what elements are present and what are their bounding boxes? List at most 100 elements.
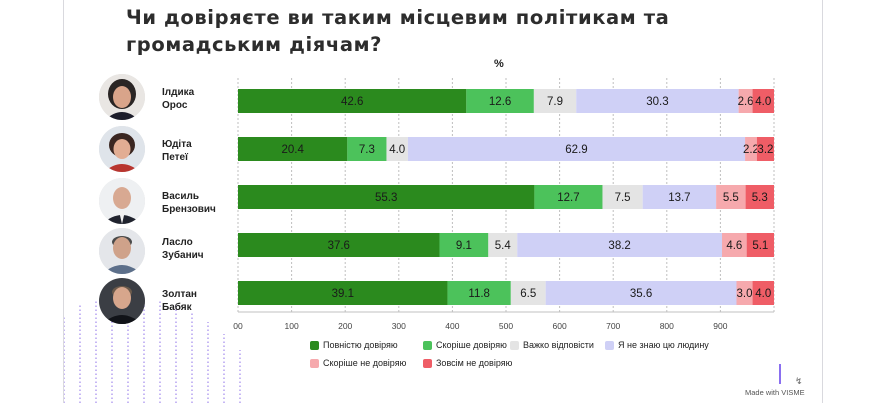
person-name: Ілдика Орос	[162, 86, 234, 112]
data-label: 12.7	[557, 192, 579, 204]
legend-swatch	[605, 340, 614, 350]
bar-segment	[533, 89, 577, 113]
bar-segment	[602, 185, 643, 209]
legend-swatch	[310, 358, 319, 368]
data-label: 42.6	[341, 96, 363, 108]
x-tick-label: 400	[445, 321, 459, 331]
data-label: 5.4	[495, 240, 512, 252]
x-tick-label: 100	[285, 321, 299, 331]
data-label: 5.5	[723, 192, 739, 204]
data-label: 4.0	[755, 288, 771, 300]
legend-label: Важко відповісти	[523, 340, 594, 350]
bar-segment	[716, 185, 746, 209]
x-tick-label: 800	[660, 321, 674, 331]
data-label: 38.2	[608, 240, 630, 252]
bar-segment	[238, 137, 348, 161]
person-first-name: Золтан	[162, 289, 197, 300]
bar-segment	[386, 137, 408, 161]
bar-segment	[752, 89, 774, 113]
data-label: 37.6	[328, 240, 350, 252]
person-first-name: Юдіта	[162, 139, 192, 150]
bar-segment	[439, 233, 489, 257]
person-name: Ласло Зубанич	[162, 236, 234, 262]
legend-item: Я не знаю цю людину	[605, 340, 709, 350]
bar-segment	[488, 233, 518, 257]
bar-segment	[745, 185, 774, 209]
man-bald-avatar	[99, 178, 145, 224]
data-label: 3.0	[737, 288, 753, 300]
visme-accent-bar	[779, 364, 781, 384]
person-first-name: Ілдика	[162, 87, 195, 98]
x-tick-label: 900	[713, 321, 727, 331]
person-name: Василь Брензович	[162, 190, 234, 216]
legend-swatch	[423, 340, 432, 350]
legend-label: Зовсім не довіряю	[436, 358, 513, 368]
bar-segment	[238, 233, 440, 257]
bar-segment	[534, 185, 603, 209]
bar-segment	[238, 89, 467, 113]
legend-item: Повністю довіряю	[310, 340, 398, 350]
data-label: 2.2	[743, 144, 759, 156]
man-short-hair-avatar	[99, 278, 145, 324]
bar-segment	[545, 281, 737, 305]
data-label: 9.1	[456, 240, 472, 252]
person-last-name: Орос	[162, 100, 188, 111]
legend-item: Скоріше не довіряю	[310, 358, 406, 368]
bar-segment	[576, 89, 739, 113]
data-label: 39.1	[332, 288, 354, 300]
x-tick-label: 500	[499, 321, 513, 331]
made-with-label: Made with VISME	[745, 388, 805, 397]
legend-label: Повністю довіряю	[323, 340, 398, 350]
bar-segment	[746, 233, 774, 257]
data-label: 62.9	[565, 144, 587, 156]
right-divider	[822, 0, 823, 403]
legend-swatch	[510, 340, 519, 350]
bar-segment	[745, 137, 757, 161]
chart-title: Чи довіряєте ви таким місцевим політикам…	[126, 6, 670, 56]
data-label: 2.6	[738, 96, 754, 108]
woman-dark-hair-avatar	[99, 74, 145, 120]
person-first-name: Василь	[162, 191, 199, 202]
data-label: 20.4	[281, 144, 304, 156]
data-label: 5.1	[752, 240, 768, 252]
woman-dark-hair-avatar	[99, 126, 145, 172]
data-label: 4.0	[755, 96, 771, 108]
person-last-name: Зубанич	[162, 250, 204, 261]
person-last-name: Брензович	[162, 204, 216, 215]
data-label: 12.6	[489, 96, 511, 108]
data-label: 11.8	[468, 288, 490, 300]
bar-segment	[738, 89, 753, 113]
legend-label: Я не знаю цю людину	[618, 340, 709, 350]
bar-segment	[722, 233, 747, 257]
x-tick-label: 200	[338, 321, 352, 331]
data-label: 6.5	[520, 288, 536, 300]
x-tick-label: 300	[392, 321, 406, 331]
data-label: 5.3	[752, 192, 768, 204]
man-short-hair-avatar	[99, 228, 145, 274]
x-tick-label: 700	[606, 321, 620, 331]
share-icon[interactable]: ↯	[795, 377, 803, 387]
bar-segment	[238, 185, 535, 209]
legend-swatch	[310, 340, 319, 350]
person-last-name: Бабяк	[162, 302, 192, 313]
legend-item: Важко відповісти	[510, 340, 594, 350]
person-name: Юдіта Петеї	[162, 138, 234, 164]
data-label: 13.7	[668, 192, 690, 204]
legend-item: Скоріше довіряю	[423, 340, 507, 350]
x-tick-label: 00	[233, 321, 243, 331]
data-label: 30.3	[646, 96, 668, 108]
unit-label: %	[494, 58, 504, 70]
legend-swatch	[423, 358, 432, 368]
bar-segment	[510, 281, 546, 305]
data-label: 7.3	[359, 144, 375, 156]
legend-item: Зовсім не довіряю	[423, 358, 512, 368]
bar-segment	[347, 137, 387, 161]
bar-segment	[642, 185, 717, 209]
data-label: 3.2	[757, 144, 773, 156]
left-divider	[63, 0, 64, 403]
legend-label: Скоріше не довіряю	[323, 358, 407, 368]
bar-segment	[736, 281, 753, 305]
bar-segment	[407, 137, 746, 161]
